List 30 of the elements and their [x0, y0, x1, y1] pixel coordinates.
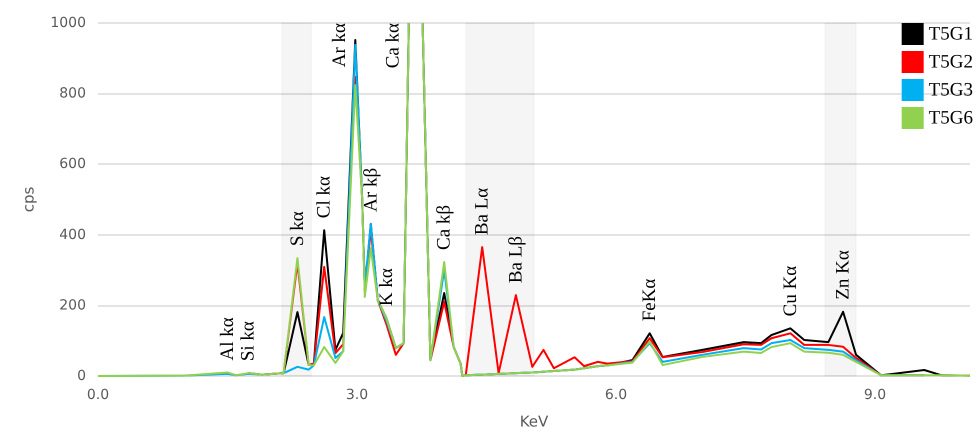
y-tick-label: 0	[77, 368, 86, 384]
x-tick-label: 6.0	[604, 387, 628, 403]
y-tick-label: 400	[59, 226, 86, 243]
legend-label: T5G3	[928, 80, 973, 100]
annotation: FeKα	[639, 278, 660, 322]
y-tick-label: 800	[59, 86, 86, 102]
annotation: Ar kβ	[360, 168, 382, 212]
annotation: Zn Kα	[832, 250, 854, 300]
annotation: Ca kα	[382, 22, 404, 68]
annotation: Cl kα	[314, 176, 335, 218]
legend-label: T5G6	[928, 108, 973, 128]
x-tick-label: 9.0	[864, 387, 886, 403]
annotation: Cu Kα	[780, 266, 801, 316]
x-tick-label: 0.0	[86, 387, 110, 403]
y-tick-label: 600	[59, 156, 86, 172]
x-axis-title: KeV	[520, 412, 550, 430]
y-axis-title: cps	[20, 186, 38, 212]
annotation: Ca kβ	[434, 204, 455, 250]
annotation: Ba Lα	[472, 188, 493, 236]
annotation: K kα	[376, 268, 397, 306]
legend-label: T5G2	[928, 52, 973, 72]
legend-label: T5G1	[928, 24, 973, 44]
annotation: S kα	[286, 211, 308, 246]
annotation: Al kα	[217, 317, 238, 360]
y-tick-label: 200	[59, 297, 86, 314]
annotation: Si kα	[238, 321, 259, 362]
annotation: Ba Lβ	[505, 236, 526, 284]
annotation: Ar kα	[328, 22, 350, 68]
y-tick-label: 1000	[50, 15, 86, 31]
x-tick-label: 3.0	[346, 387, 368, 403]
